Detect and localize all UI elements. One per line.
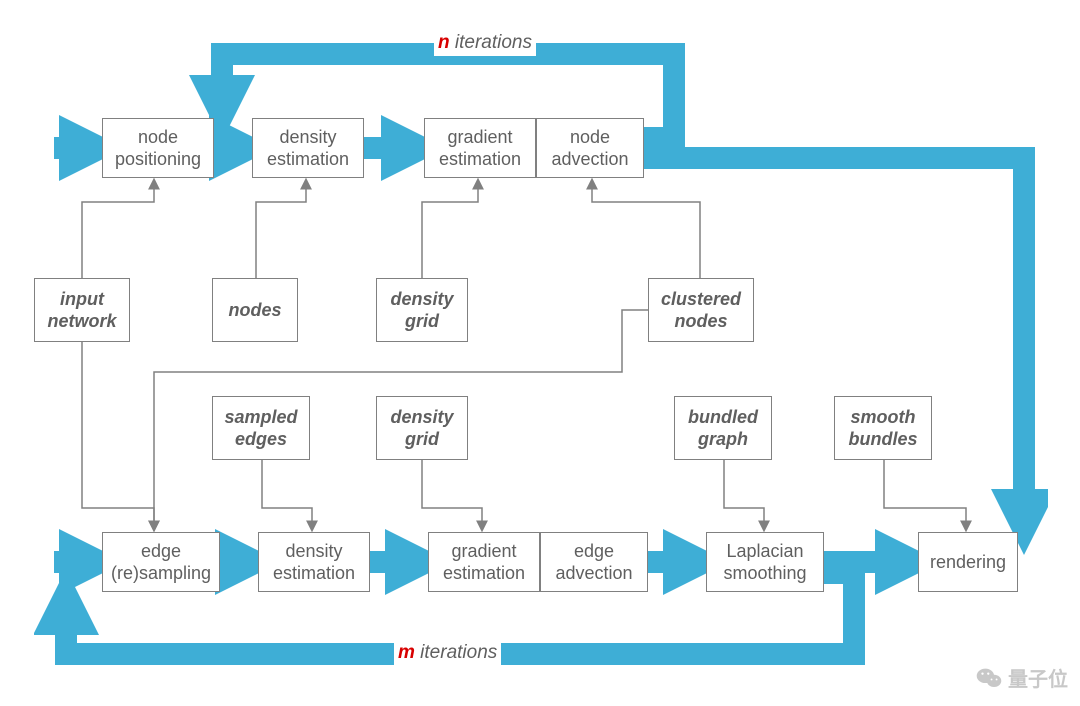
density-grid-top-box: densitygrid bbox=[376, 278, 468, 342]
node-advection-label: nodeadvection bbox=[551, 126, 628, 171]
m-var: m bbox=[398, 642, 415, 663]
smooth-bundles-label: smoothbundles bbox=[848, 406, 917, 451]
node-advection-box: nodeadvection bbox=[536, 118, 644, 178]
density-grid-bot-box: densitygrid bbox=[376, 396, 468, 460]
input-network-box: inputnetwork bbox=[34, 278, 130, 342]
n-iterations-label: n iterations bbox=[434, 30, 536, 56]
gradient-estimation-top-box: gradientestimation bbox=[424, 118, 536, 178]
edge-resampling-label: edge(re)sampling bbox=[111, 540, 211, 585]
clustered-nodes-box: clusterednodes bbox=[648, 278, 754, 342]
sampled-edges-label: samplededges bbox=[224, 406, 297, 451]
n-var: n bbox=[438, 32, 450, 53]
gradient-estimation-bot-label: gradientestimation bbox=[443, 540, 525, 585]
edge-advection-label: edgeadvection bbox=[555, 540, 632, 585]
density-estimation-top-box: densityestimation bbox=[252, 118, 364, 178]
m-text: iterations bbox=[415, 642, 497, 663]
rendering-label: rendering bbox=[930, 551, 1006, 574]
nodes-label: nodes bbox=[228, 299, 281, 322]
density-grid-bot-label: densitygrid bbox=[390, 406, 453, 451]
wechat-icon bbox=[976, 667, 1002, 689]
diagram-canvas: n iterations m iterations nodepositionin… bbox=[34, 32, 1048, 672]
sampled-edges-box: samplededges bbox=[212, 396, 310, 460]
edge-advection-box: edgeadvection bbox=[540, 532, 648, 592]
input-network-label: inputnetwork bbox=[47, 288, 116, 333]
density-estimation-bot-box: densityestimation bbox=[258, 532, 370, 592]
smooth-bundles-box: smoothbundles bbox=[834, 396, 932, 460]
m-iterations-label: m iterations bbox=[394, 640, 501, 666]
n-text: iterations bbox=[450, 32, 532, 53]
nodes-box: nodes bbox=[212, 278, 298, 342]
density-estimation-top-label: densityestimation bbox=[267, 126, 349, 171]
gradient-estimation-bot-box: gradientestimation bbox=[428, 532, 540, 592]
laplacian-smoothing-label: Laplaciansmoothing bbox=[723, 540, 806, 585]
gradient-estimation-top-label: gradientestimation bbox=[439, 126, 521, 171]
source-watermark: 量子位 bbox=[976, 663, 1068, 692]
laplacian-smoothing-box: Laplaciansmoothing bbox=[706, 532, 824, 592]
node-positioning-box: nodepositioning bbox=[102, 118, 214, 178]
rendering-box: rendering bbox=[918, 532, 1018, 592]
clustered-nodes-label: clusterednodes bbox=[661, 288, 741, 333]
density-grid-top-label: densitygrid bbox=[390, 288, 453, 333]
bundled-graph-box: bundledgraph bbox=[674, 396, 772, 460]
bundled-graph-label: bundledgraph bbox=[688, 406, 758, 451]
edge-resampling-box: edge(re)sampling bbox=[102, 532, 220, 592]
source-text: 量子位 bbox=[1008, 663, 1068, 692]
node-positioning-label: nodepositioning bbox=[115, 126, 201, 171]
density-estimation-bot-label: densityestimation bbox=[273, 540, 355, 585]
